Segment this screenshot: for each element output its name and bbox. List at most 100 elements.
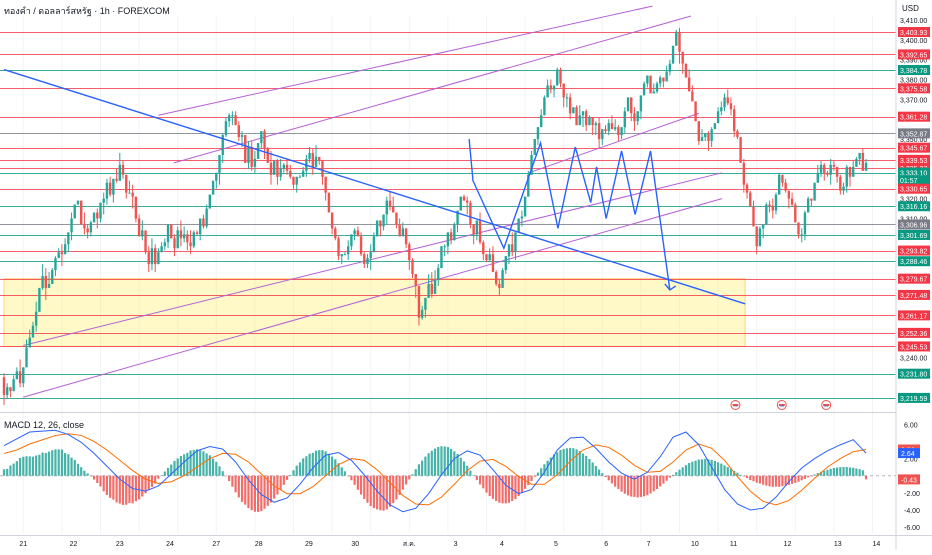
candle-body xyxy=(494,272,498,284)
macd-histogram-bar xyxy=(572,448,575,476)
macd-histogram-bar xyxy=(646,475,649,496)
macd-histogram-bar xyxy=(839,467,842,476)
candle-body xyxy=(466,200,469,203)
candle-body xyxy=(581,111,585,116)
candle-body xyxy=(585,111,588,126)
candle-body xyxy=(67,232,70,245)
price-marker-label: 3,271.48 xyxy=(900,293,927,300)
candle-body xyxy=(408,244,411,261)
macd-histogram-bar xyxy=(22,456,25,476)
price-marker-tag xyxy=(898,289,930,300)
candle-body xyxy=(806,198,810,213)
candle-body xyxy=(729,103,733,110)
macd-histogram-bar xyxy=(102,475,105,492)
candle-body xyxy=(732,109,736,132)
macd-histogram-bar xyxy=(144,475,147,494)
candle-body xyxy=(559,69,562,84)
candle-body xyxy=(359,236,363,255)
candle-body xyxy=(318,156,321,161)
macd-histogram-bar xyxy=(697,459,700,476)
candle-body xyxy=(221,135,224,155)
candle-body xyxy=(166,224,170,243)
candle-body xyxy=(382,214,385,227)
time-tick-label: 21 xyxy=(19,541,27,548)
macd-histogram-bar xyxy=(292,470,295,476)
macd-marker-tag xyxy=(898,474,920,485)
price-marker-label: 3,293.82 xyxy=(900,249,927,256)
candle-body xyxy=(613,127,617,130)
channel-line xyxy=(173,15,692,164)
macd-histogram-bar xyxy=(803,475,807,479)
macd-histogram-bar xyxy=(478,475,482,485)
price-marker-tag xyxy=(898,183,930,194)
candle-body xyxy=(424,297,427,310)
macd-histogram-bar xyxy=(92,475,96,480)
candle-body xyxy=(375,220,379,237)
macd-histogram-bar xyxy=(620,475,623,492)
candle-body xyxy=(568,97,572,114)
macd-histogram-bar xyxy=(285,475,289,480)
macd-histogram-bar xyxy=(552,454,556,476)
candle-body xyxy=(395,212,398,225)
macd-histogram-bar xyxy=(617,475,620,490)
macd-histogram-bar xyxy=(575,449,578,476)
candle-body xyxy=(430,283,434,294)
price-marker-label: 3,392.65 xyxy=(900,52,927,59)
macd-title: MACD 12, 26, close xyxy=(4,420,85,430)
candle-body xyxy=(443,246,446,248)
price-tick-label: 3,320.00 xyxy=(900,197,927,204)
macd-histogram-bar xyxy=(459,457,462,476)
candle-body xyxy=(636,111,639,122)
candle-body xyxy=(565,97,569,99)
macd-histogram-bar xyxy=(836,467,839,476)
candle-body xyxy=(449,232,453,241)
price-marker-tag xyxy=(898,201,930,212)
time-tick-label: 29 xyxy=(305,541,313,548)
candle-body xyxy=(797,222,800,235)
candle-body xyxy=(260,131,263,144)
macd-histogram-bar xyxy=(51,450,54,476)
time-tick-label: ส.ค. xyxy=(403,541,416,548)
macd-histogram-bar xyxy=(549,457,552,476)
us-flag-stripe xyxy=(778,404,785,406)
candle-body xyxy=(755,226,758,247)
candle-body xyxy=(44,276,48,288)
candle-body xyxy=(356,230,360,237)
macd-histogram-bar xyxy=(469,470,472,476)
candle-body xyxy=(575,107,578,126)
macd-histogram-bar xyxy=(845,467,848,476)
macd-histogram-bar xyxy=(591,462,594,476)
macd-histogram-bar xyxy=(57,449,60,476)
candle-body xyxy=(31,325,35,338)
macd-histogram-bar xyxy=(372,475,376,509)
candle-body xyxy=(25,347,28,368)
channel-line xyxy=(528,112,699,174)
candle-body xyxy=(108,182,112,195)
macd-histogram-bar xyxy=(514,475,517,500)
candle-body xyxy=(2,377,6,396)
candle-body xyxy=(285,164,289,171)
macd-histogram-bar xyxy=(520,475,523,493)
candle-body xyxy=(462,196,466,201)
macd-histogram-bar xyxy=(369,475,372,507)
candle-body xyxy=(295,176,298,185)
candle-body xyxy=(324,176,327,193)
candle-body xyxy=(633,113,636,122)
time-tick-label: 11 xyxy=(730,541,737,548)
macd-histogram-bar xyxy=(385,475,388,510)
macd-histogram-bar xyxy=(253,475,256,512)
macd-histogram-bar xyxy=(298,462,302,476)
price-marker-label: 3,316.16 xyxy=(900,204,927,211)
candle-body xyxy=(28,337,31,348)
macd-histogram-bar xyxy=(215,461,218,476)
candle-body xyxy=(179,230,183,239)
time-tick-label: 27 xyxy=(212,541,220,548)
candle-body xyxy=(398,224,401,237)
forecast-path xyxy=(468,139,671,291)
macd-histogram-bar xyxy=(189,450,192,476)
macd-histogram-bar xyxy=(350,475,353,481)
macd-histogram-bar xyxy=(762,475,765,485)
macd-histogram-bar xyxy=(678,469,681,476)
candle-body xyxy=(723,97,726,108)
